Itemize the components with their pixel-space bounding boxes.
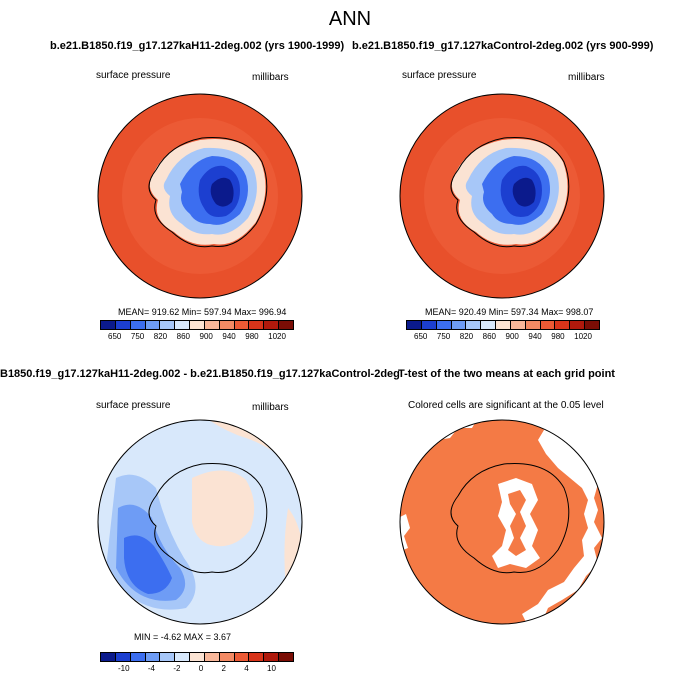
panel-tl-polar-map [97,93,303,299]
tick-label: 750 [130,332,145,341]
tick-label: 650 [108,332,122,341]
panel-tr-stats: MEAN= 920.49 Min= 597.34 Max= 998.07 [425,307,594,317]
panel-tl-heading: b.e21.B1850.f19_g17.127kaH11-2deg.002 (y… [50,40,345,52]
panel-bl-colorbar-swatches [100,652,294,662]
panel-bl-units-label: millibars [252,402,289,413]
tick-label: 650 [414,332,428,341]
panel-tr-colorbar-ticks: 650 750 820 860 900 940 980 1020 [406,330,600,341]
panel-bl-colorbar-ticks: -10 -4 -2 0 2 4 10 [100,662,294,673]
tick-label: -2 [173,664,181,673]
panel-tl-colorbar-ticks: 650 750 820 860 900 940 980 1020 [100,330,294,341]
panel-bl-variable-label: surface pressure [96,400,171,411]
tick-label: -4 [147,664,155,673]
tick-label: 860 [482,332,496,341]
tick-label: 820 [153,332,168,341]
tick-label: 0 [198,664,204,673]
panel-br-heading: T-test of the two means at each grid poi… [398,368,615,380]
tick-label: 4 [244,664,249,673]
tick-label: 10 [267,664,276,673]
tick-label: -10 [118,664,130,673]
panel-br-polar-map [399,419,605,625]
panel-tr-heading: b.e21.B1850.f19_g17.127kaControl-2deg.00… [352,40,654,52]
tick-label: 1020 [574,332,592,341]
panel-tl-variable-label: surface pressure [96,70,171,81]
panel-bl-stats: MIN = -4.62 MAX = 3.67 [134,632,232,642]
tick-label: 980 [551,332,565,341]
tick-label: 940 [222,332,236,341]
panel-tr-colorbar-swatches [406,320,600,330]
tick-label: 900 [505,332,519,341]
panel-tr-polar-map [399,93,605,299]
panel-tr-variable-label: surface pressure [402,70,477,81]
tick-label: 1020 [268,332,286,341]
panel-tl-stats: MEAN= 919.62 Min= 597.94 Max= 996.94 [118,307,287,317]
tick-label: 750 [436,332,451,341]
tick-label: 860 [176,332,190,341]
figure-title: ANN [328,8,372,30]
tick-label: 980 [245,332,259,341]
panel-tl-colorbar-swatches [100,320,294,330]
panel-bl-polar-map [97,419,303,625]
tick-label: 940 [528,332,542,341]
tick-label: 820 [459,332,474,341]
panel-tr-units-label: millibars [568,72,605,83]
tick-label: 2 [221,664,226,673]
panel-tl-units-label: millibars [252,72,289,83]
panel-br-subheading: Colored cells are significant at the 0.0… [408,400,604,411]
panel-bl-colorbar: -10 -4 -2 0 2 4 10 [100,652,294,673]
panel-tl-colorbar: 650 750 820 860 900 940 980 1020 [100,320,294,341]
tick-label: 900 [199,332,213,341]
panel-tr-colorbar: 650 750 820 860 900 940 980 1020 [406,320,600,341]
panel-bl-heading: B1850.f19_g17.127kaH11-2deg.002 - b.e21.… [0,368,400,380]
